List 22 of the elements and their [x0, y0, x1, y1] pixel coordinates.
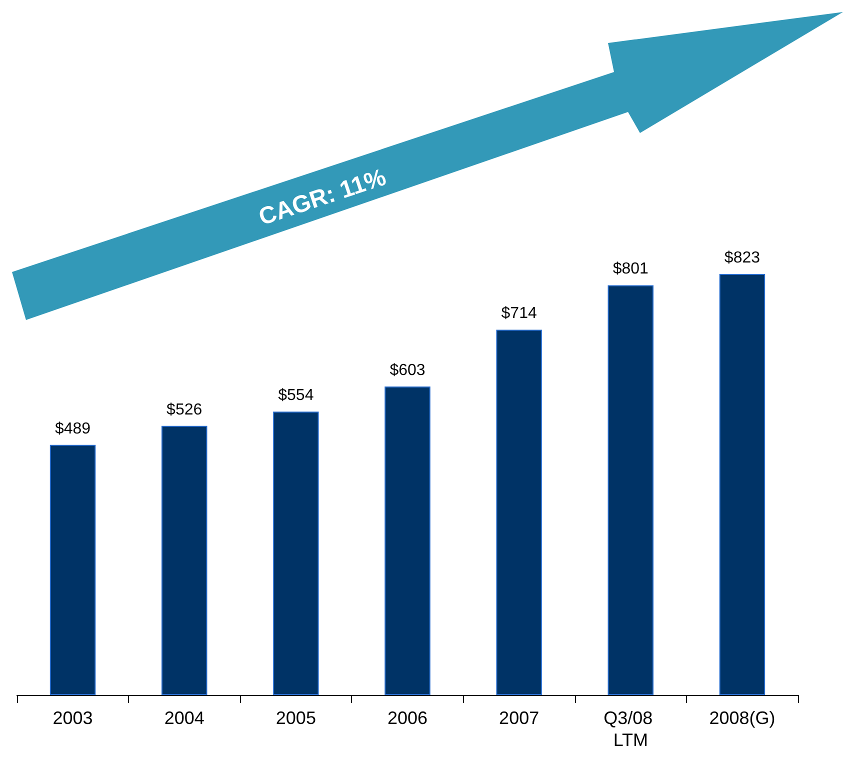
bar: [496, 330, 542, 695]
x-tick-label: 2006: [387, 708, 428, 728]
data-label: $714: [501, 305, 537, 322]
bar: [50, 444, 96, 695]
x-tick-label: 2004: [164, 708, 204, 728]
bar: [273, 412, 319, 695]
bar: [384, 386, 430, 695]
x-tick-label: 2008(G): [709, 708, 776, 728]
data-label: $603: [390, 362, 426, 380]
data-label: $801: [612, 260, 649, 278]
x-tick-label: 2003: [52, 708, 93, 728]
bar: [161, 426, 208, 695]
data-label: $554: [278, 387, 314, 404]
x-tick-label: 2005: [276, 708, 316, 728]
x-tick-label: 2007: [499, 708, 540, 728]
data-label: $823: [724, 249, 760, 266]
data-label: $489: [54, 420, 91, 438]
bar: [608, 285, 654, 695]
bar: [719, 274, 766, 695]
x-tick-label: Q3/08 LTM: [604, 708, 658, 750]
text: CAGR: 11%: [256, 164, 390, 232]
data-label: $526: [166, 401, 202, 418]
